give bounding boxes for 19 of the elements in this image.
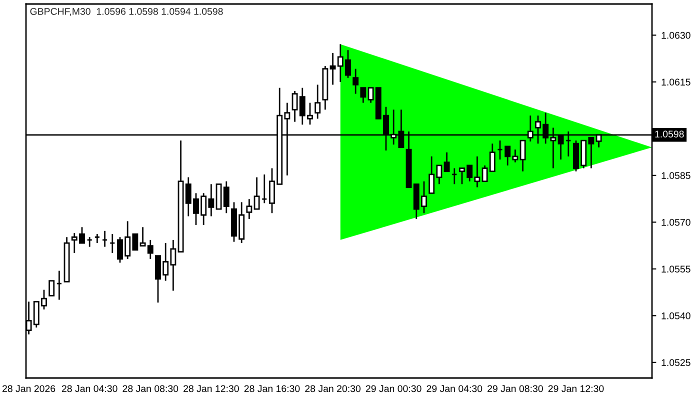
x-tick-label: 28 Jan 12:30 (184, 385, 239, 392)
y-tick-label: 1.0555 (662, 266, 690, 273)
chart-title: GBPCHF,M30 1.0596 1.0598 1.0594 1.0598 (30, 8, 223, 16)
x-tick-label: 28 Jan 2026 (2, 385, 56, 392)
x-tick-label: 28 Jan 16:30 (244, 385, 300, 392)
y-tick-label: 1.0630 (662, 32, 690, 39)
x-tick-label: 29 Jan 12:30 (548, 385, 604, 392)
ref-line-label: 1.0598 (655, 130, 684, 138)
x-tick-label: 29 Jan 08:30 (488, 385, 543, 392)
y-tick-label: 1.0585 (662, 172, 690, 180)
y-tick-label: 1.0615 (662, 78, 690, 86)
x-tick-label: 28 Jan 20:30 (305, 385, 361, 392)
x-tick-label: 28 Jan 04:30 (62, 385, 118, 392)
y-tick-label: 1.0540 (662, 312, 690, 320)
y-tick-label: 1.0525 (662, 359, 690, 366)
x-tick-label: 29 Jan 00:30 (366, 385, 422, 392)
x-tick-label: 29 Jan 04:30 (426, 385, 482, 392)
x-tick-label: 28 Jan 08:30 (122, 385, 178, 392)
y-tick-label: 1.0570 (662, 218, 690, 226)
